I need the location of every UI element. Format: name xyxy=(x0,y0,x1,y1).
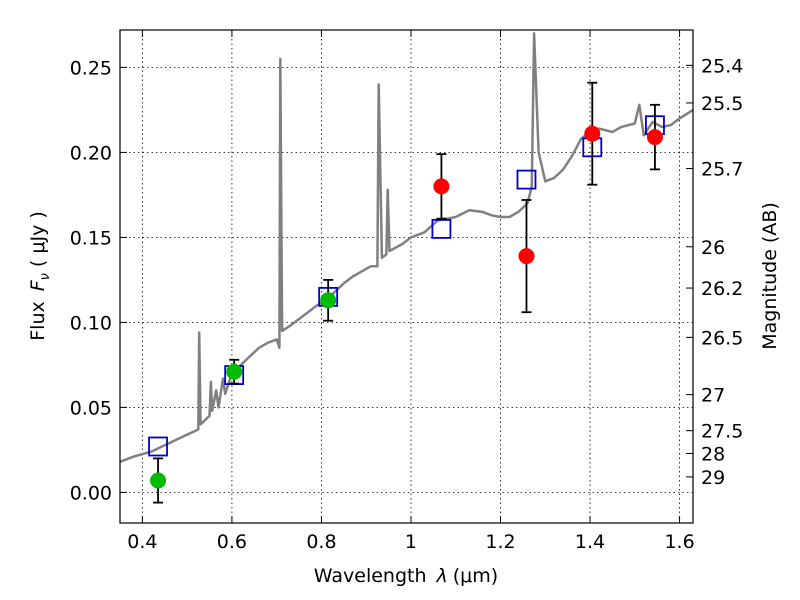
y2-tick-label: 29 xyxy=(701,467,725,489)
x-tick-label: 0.8 xyxy=(306,531,336,553)
grid xyxy=(120,30,693,523)
x-axis-label: Wavelength λ (μm) xyxy=(314,565,498,587)
y2-tick-label: 28 xyxy=(701,443,725,465)
x-tick-label: 1 xyxy=(405,531,417,553)
photometry-point xyxy=(518,248,535,265)
photometry-point xyxy=(433,178,450,195)
y-tick-label: 0.05 xyxy=(70,397,112,419)
y-tick-label: 0.10 xyxy=(70,312,112,334)
photometry-point xyxy=(584,125,601,142)
x-tick-label: 0.6 xyxy=(217,531,247,553)
y-tick-label: 0.25 xyxy=(70,57,112,79)
y-tick-label: 0.15 xyxy=(70,227,112,249)
photometry-point xyxy=(320,292,337,309)
x-tick-label: 1.4 xyxy=(575,531,605,553)
model-square xyxy=(148,436,168,457)
y2-tick-label: 26.2 xyxy=(701,278,743,300)
y2-tick-label: 25.5 xyxy=(701,93,743,115)
y2-tick-label: 26.5 xyxy=(701,327,743,349)
y2-axis-label: Magnitude (AB) xyxy=(759,202,781,350)
y2-tick-label: 26 xyxy=(701,237,725,259)
photometry-point xyxy=(646,129,663,146)
y-tick-label: 0.00 xyxy=(70,482,112,504)
model-square xyxy=(431,218,452,239)
plot-frame xyxy=(119,29,694,524)
photometry-point xyxy=(150,472,167,489)
y2-tick-label: 27 xyxy=(701,385,725,407)
plot-background xyxy=(120,30,693,523)
x-tick-label: 0.4 xyxy=(127,531,157,553)
y-axis-label: FluxFν( μJy ) xyxy=(27,211,53,341)
ticks: 0.4 0.6 0.8 1 1.2 1.4 1.6 0.00 0.05 0.10 0.15 0.20 0… xyxy=(70,30,743,553)
y-tick-label: 0.20 xyxy=(70,142,112,164)
data-layer xyxy=(119,32,694,504)
x-tick-label: 1.6 xyxy=(664,531,694,553)
y2-tick-label: 25.4 xyxy=(701,55,743,77)
y2-tick-label: 27.5 xyxy=(701,421,743,443)
model-square xyxy=(516,169,537,190)
photometry-point xyxy=(226,363,243,380)
y2-tick-label: 25.7 xyxy=(701,159,743,181)
x-tick-label: 1.2 xyxy=(485,531,515,553)
